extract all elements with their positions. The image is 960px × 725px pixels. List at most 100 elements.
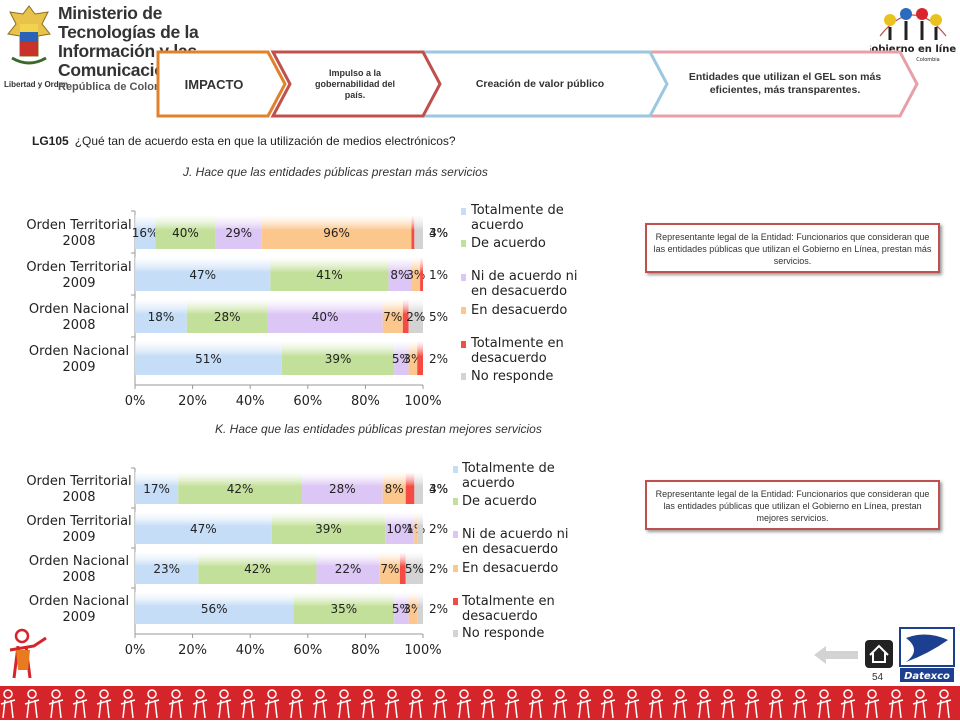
footer-figure-icon: [72, 689, 88, 719]
chart2-plot: 0% 20% 40% 60% 80% 100%Orden Territorial20081…: [26, 467, 448, 658]
legend2-item-6: No responde: [462, 626, 545, 641]
chart2-data-label: 10%: [386, 522, 413, 536]
chart1-x-tick-label: 100%: [404, 394, 441, 409]
legend1-swatch-2: [461, 240, 466, 247]
footer-figure-icon: [0, 689, 16, 719]
footer-figure-icon: [864, 689, 880, 719]
chart2-bar-segment: [405, 472, 415, 504]
chart2-data-label: 5%: [405, 562, 424, 576]
chart1-data-label: 7%: [383, 310, 402, 324]
chart2-category-year: 2008: [62, 490, 95, 505]
gobierno-en-linea-logo: Gobierno en línea Colombia: [870, 8, 956, 63]
chart2-x-tick-label: 0%: [125, 643, 146, 658]
coat-of-arms-logo: [7, 5, 51, 65]
legend2-swatch-4: [453, 565, 458, 572]
legend1-swatch-1: [461, 208, 466, 215]
chart1-data-label: 39%: [325, 352, 352, 366]
legend1-swatch-6: [461, 373, 466, 380]
chart1-bar-segment: [417, 341, 423, 375]
back-arrow-icon[interactable]: [812, 644, 860, 666]
home-icon[interactable]: [865, 640, 893, 668]
chart1-bar-segment: [155, 215, 216, 249]
chart2-category-label: Orden Territorial: [26, 514, 131, 529]
footer-figure-icon: [240, 689, 256, 719]
chart1-bar-segment: [186, 299, 268, 333]
question-code: LG105: [32, 134, 69, 148]
chart1-bar-segment: [135, 257, 271, 291]
legend2-swatch-6: [453, 630, 458, 637]
chart2-data-label: 2%: [429, 602, 448, 616]
chart2-bar-segment: [394, 592, 409, 624]
chart2-bar-segment: [135, 552, 199, 584]
footer-figure-icon: [504, 689, 520, 719]
chart2-x-tick-label: 60%: [293, 643, 322, 658]
legend2-item-1: Totalmente de acuerdo: [462, 461, 555, 491]
chart2-bar-segment: [178, 472, 303, 504]
chart1-category-label: Orden Territorial: [26, 218, 131, 233]
chart2-bar-segment: [198, 552, 317, 584]
legend1-item-1: Totalmente de acuerdo: [471, 203, 564, 233]
chart1-bar-segment: [135, 215, 156, 249]
datexco-logo: Datexco: [899, 627, 955, 682]
chart1-bar-segment: [408, 299, 423, 333]
chart1-data-label: 96%: [323, 226, 350, 240]
chart1-x-tick-label: 60%: [293, 394, 322, 409]
chart1-bar-segment: [414, 215, 423, 249]
chart1-category-year: 2008: [62, 318, 95, 333]
footer-band: [0, 686, 960, 720]
chart1-category-label: Orden Territorial: [26, 260, 131, 275]
chart1-bar-segment: [270, 257, 389, 291]
chart1-data-label: 51%: [195, 352, 222, 366]
chart1-data-label: 5%: [392, 352, 411, 366]
chart1-bar-segment: [420, 257, 423, 291]
chart2-bar-segment: [271, 512, 386, 544]
footer-people-pattern: [0, 689, 952, 719]
chart2-bar-segment: [417, 512, 423, 544]
legend2-swatch-1: [453, 466, 458, 473]
legend1-item-4: En desacuerdo: [471, 303, 568, 318]
chart2-bar-segment: [414, 472, 423, 504]
legend2-swatch-2: [453, 498, 458, 505]
chart2-data-label: 22%: [335, 562, 362, 576]
chart1-x-tick-label: 0%: [125, 394, 146, 409]
chart1-data-label: 16%: [132, 226, 159, 240]
footer-figure-icon: [456, 689, 472, 719]
chart2-x-tick-label: 80%: [351, 643, 380, 658]
chart2-x-tick-label: 20%: [178, 643, 207, 658]
footer-figure-icon: [576, 689, 592, 719]
footer-figure-icon: [144, 689, 160, 719]
footer-figure-icon: [384, 689, 400, 719]
chart1-data-label: 28%: [214, 310, 241, 324]
chart2-data-label: 42%: [227, 482, 254, 496]
chart1-data-label: 4%: [429, 226, 448, 240]
legend2-swatch-3: [453, 531, 458, 538]
gel-logo-sub: Colombia: [916, 57, 940, 63]
footer-figure-icon: [840, 689, 856, 719]
chart2-bar-segment: [385, 512, 415, 544]
footer-figure-icon: [816, 689, 832, 719]
chart2-data-label: 23%: [153, 562, 180, 576]
legend2-swatch-5: [453, 598, 458, 605]
nav-step2-label: Impulso a la gobernabilidad del país.: [314, 67, 395, 100]
chart1-data-label: 3%: [429, 226, 448, 240]
footer-figure-icon: [648, 689, 664, 719]
chart2-bar-segment: [135, 472, 179, 504]
chart2-bar-segment: [405, 552, 423, 584]
footer-figure-icon: [720, 689, 736, 719]
chart2-data-label: 2%: [429, 522, 448, 536]
chart1-data-label: 2%: [429, 352, 448, 366]
chart1-category-label: Orden Nacional: [29, 302, 129, 317]
footer-figure-icon: [600, 689, 616, 719]
footer-figure-icon: [480, 689, 496, 719]
nav-step-1[interactable]: [156, 50, 287, 118]
legend1-swatch-3: [461, 274, 466, 281]
legend1-item-3: Ni de acuerdo ni en desacuerdo: [471, 269, 578, 299]
chart2-category-label: Orden Nacional: [29, 554, 129, 569]
chart2-category-label: Orden Territorial: [26, 474, 131, 489]
footer-figure-icon: [624, 689, 640, 719]
footer-figure-icon: [336, 689, 352, 719]
chart1-bar-segment: [135, 341, 282, 375]
chart1-x-tick-label: 80%: [351, 394, 380, 409]
nav-step-2[interactable]: [270, 50, 442, 118]
chart2-data-label: 35%: [330, 602, 357, 616]
